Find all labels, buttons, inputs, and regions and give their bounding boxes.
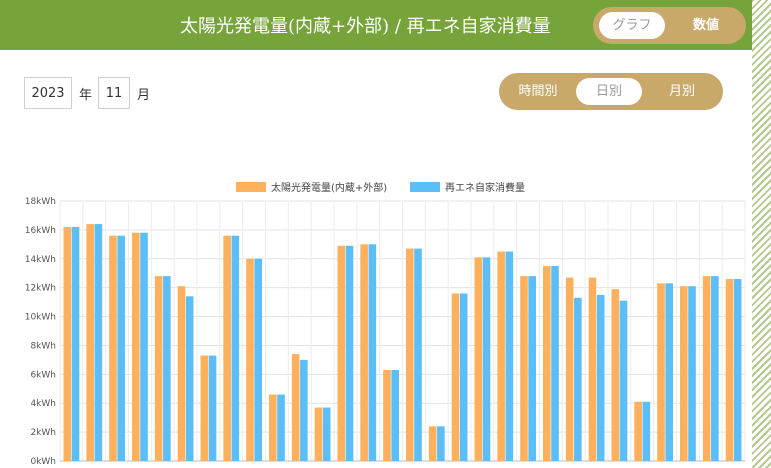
bar-series2-day-8 xyxy=(231,235,240,461)
month-unit-label: 月 xyxy=(137,88,151,103)
page-title: 太陽光発電量(内蔵+外部) / 再エネ自家消費量 xyxy=(180,16,551,37)
bar-series2-day-23 xyxy=(574,297,582,461)
bar-series2-day-15 xyxy=(391,370,399,461)
y-tick-label: 6kWh xyxy=(30,370,56,380)
values-view-button[interactable]: 数値 xyxy=(692,18,719,33)
bar-series2-day-27 xyxy=(665,283,673,461)
legend-label-series2: 再エネ自家消費量 xyxy=(445,181,525,194)
bar-series2-day-22 xyxy=(551,266,559,461)
bar-series1-day-22 xyxy=(543,266,551,461)
y-tick-label: 0kWh xyxy=(30,457,56,467)
bar-series1-day-23 xyxy=(565,277,574,461)
bar-series2-day-17 xyxy=(437,426,445,461)
bar-series1-day-4 xyxy=(132,232,140,461)
legend-swatch-series1 xyxy=(236,182,266,192)
bar-series2-day-6 xyxy=(185,296,194,461)
bar-series2-day-25 xyxy=(619,300,628,461)
bar-series2-day-12 xyxy=(322,407,331,461)
bar-series2-day-29 xyxy=(711,276,719,461)
bar-series2-day-19 xyxy=(482,257,491,461)
year-input[interactable]: 2023 xyxy=(24,77,72,109)
bar-series1-day-1 xyxy=(63,227,72,461)
bar-series2-day-10 xyxy=(277,394,285,461)
y-tick-label: 18kWh xyxy=(25,197,56,207)
bar-series1-day-28 xyxy=(680,286,688,461)
y-tick-label: 16kWh xyxy=(25,226,56,236)
bar-series1-day-16 xyxy=(406,248,414,461)
bar-series1-day-9 xyxy=(246,258,254,461)
bar-series2-day-3 xyxy=(117,235,125,461)
bar-series1-day-26 xyxy=(634,401,642,461)
bar-series1-day-17 xyxy=(428,426,437,461)
y-tick-label: 12kWh xyxy=(25,284,56,294)
bar-series1-day-6 xyxy=(177,286,186,461)
bar-series2-day-7 xyxy=(208,355,217,461)
bar-series2-day-13 xyxy=(345,245,354,461)
bar-series1-day-14 xyxy=(360,244,368,461)
bar-series1-day-7 xyxy=(200,355,209,461)
daily-energy-chart: 0kWh 2kWh 4kWh 6kWh 8kWh 10kWh 12kWh 14kWh 16kWh… xyxy=(25,181,746,467)
bar-series1-day-11 xyxy=(291,354,300,461)
legend-label-series1: 太陽光発電量(内蔵+外部) xyxy=(271,181,387,194)
bar-series1-day-13 xyxy=(337,245,346,461)
bar-series2-day-30 xyxy=(733,279,742,461)
bar-series1-day-29 xyxy=(702,276,711,461)
view-toggle: グラフ 数値 xyxy=(593,7,746,44)
bar-series2-day-9 xyxy=(254,258,262,461)
bar-series1-day-19 xyxy=(474,257,483,461)
bar-series2-day-26 xyxy=(642,401,651,461)
year-unit-label: 年 xyxy=(79,88,93,103)
period-toggle: 時間別 日別 月別 xyxy=(499,73,723,110)
y-tick-label: 10kWh xyxy=(25,313,56,323)
bar-series2-day-28 xyxy=(688,286,696,461)
bar-series2-day-2 xyxy=(94,224,103,461)
bar-series1-day-5 xyxy=(154,276,163,461)
bar-series1-day-18 xyxy=(451,293,460,461)
bar-series1-day-15 xyxy=(383,370,391,461)
y-tick-label: 4kWh xyxy=(30,399,56,409)
graph-view-button[interactable]: グラフ xyxy=(599,12,665,39)
legend-swatch-series2 xyxy=(410,182,440,192)
bar-series1-day-27 xyxy=(657,283,665,461)
main-panel: 太陽光発電量(内蔵+外部) / 再エネ自家消費量 グラフ 数値 2023 年 1… xyxy=(0,0,752,468)
bar-series1-day-2 xyxy=(86,224,94,461)
tab-daily[interactable]: 日別 xyxy=(576,78,642,105)
bar-series2-day-21 xyxy=(528,276,536,461)
bar-series2-day-5 xyxy=(163,276,171,461)
bar-series1-day-8 xyxy=(223,235,231,461)
month-input[interactable]: 11 xyxy=(98,77,130,109)
bar-series1-day-3 xyxy=(109,235,117,461)
bar-series1-day-25 xyxy=(611,289,620,461)
bar-series2-day-20 xyxy=(505,251,514,461)
bar-series1-day-12 xyxy=(314,407,323,461)
bar-series2-day-16 xyxy=(414,248,422,461)
decorative-stripe xyxy=(752,0,771,468)
bar-series1-day-24 xyxy=(588,277,597,461)
bar-series2-day-14 xyxy=(368,244,377,461)
tab-monthly[interactable]: 月別 xyxy=(668,84,695,99)
bar-series2-day-18 xyxy=(459,293,468,461)
header-bar: 太陽光発電量(内蔵+外部) / 再エネ自家消費量 グラフ 数値 xyxy=(0,0,752,50)
bar-series1-day-10 xyxy=(269,394,277,461)
bar-series2-day-11 xyxy=(300,359,308,461)
bar-series1-day-21 xyxy=(520,276,528,461)
bar-series2-day-4 xyxy=(140,232,148,461)
y-tick-label: 2kWh xyxy=(30,428,56,438)
bar-series2-day-1 xyxy=(71,227,80,461)
y-tick-label: 14kWh xyxy=(25,255,56,265)
y-tick-label: 8kWh xyxy=(30,341,56,351)
bar-series2-day-24 xyxy=(596,294,605,461)
bar-series1-day-30 xyxy=(725,279,734,461)
tab-hourly[interactable]: 時間別 xyxy=(518,84,558,99)
bar-series1-day-20 xyxy=(497,251,505,461)
